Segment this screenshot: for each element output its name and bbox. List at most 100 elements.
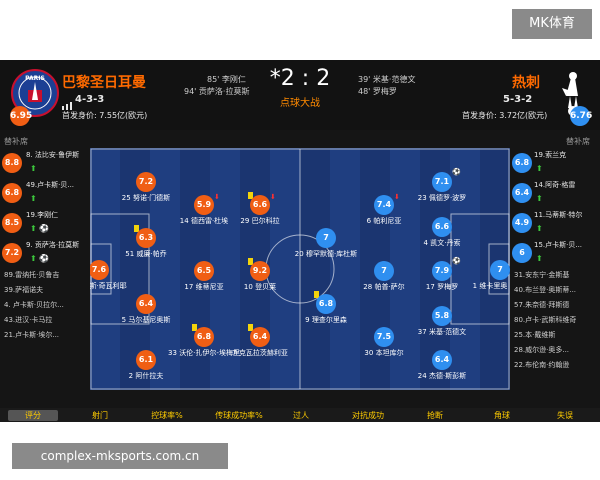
sub-out-arrow-icon: ⬇	[394, 193, 400, 201]
player-rating: 6.6	[250, 195, 270, 215]
bench-player: 28.威尔逊·奥多...	[514, 346, 570, 354]
goal-ball-icon: ⚽	[452, 257, 461, 265]
player-rating: 7.2	[136, 172, 156, 192]
home-sub-row[interactable]: 7.2 9. 贡萨洛·拉莫斯 ⬆ ⚽	[0, 238, 88, 268]
player-number: 17	[425, 283, 435, 291]
player-rating: 6.1	[136, 350, 156, 370]
player-rating: 6.5	[194, 261, 214, 281]
player-rating: 6.3	[136, 228, 156, 248]
sub-name: 19.索兰克	[534, 151, 567, 159]
player-rating: 5.9	[194, 195, 214, 215]
player-name: 阿什拉夫	[135, 372, 164, 380]
player-name: 卡斯·奇瓦利耶	[90, 282, 127, 290]
player-rating: 6.4	[250, 327, 270, 347]
bench-player: 80.卢卡·武斯科维奇	[514, 316, 577, 324]
player-name: 罗梅罗	[437, 283, 459, 291]
player-rating: 6.8	[316, 294, 336, 314]
match-header: PARIS 6.95 巴黎圣日耳曼 4-3-3 首发身价: 7.55亿(欧元) …	[0, 60, 600, 130]
player-number: 29	[240, 217, 250, 225]
tab-tackles[interactable]: 抢断	[427, 411, 443, 420]
sub-rating: 7.2	[2, 243, 22, 263]
sub-rating: 6.8	[512, 153, 532, 173]
sub-in-arrow-icon: ⬆ ⚽	[30, 254, 50, 263]
player-rating: 7.9	[432, 261, 452, 281]
penalty-shootout-label: 点球大战	[280, 98, 320, 109]
away-subs-header: 替补席	[566, 137, 590, 146]
away-formation: 5-3-2	[503, 94, 533, 105]
away-sub-row[interactable]: 6.8 19.索兰克 ⬆	[512, 148, 600, 178]
sub-in-arrow-icon: ⬆	[536, 164, 543, 173]
player-name: 登贝莱	[255, 283, 277, 291]
player-rating: 7	[316, 228, 336, 248]
player-name: 德西雷·杜埃	[190, 217, 229, 225]
player-name: 佩德罗·波罗	[428, 194, 467, 202]
away-goal: 48' 罗梅罗	[358, 87, 397, 96]
formation-icon	[62, 95, 72, 114]
tab-dribbles[interactable]: 过人	[293, 411, 309, 420]
sub-rating: 6	[512, 243, 532, 263]
tab-duels[interactable]: 对抗成功	[352, 411, 384, 420]
bench-player: 25.本·戴维斯	[514, 331, 556, 339]
sub-in-arrow-icon: ⬆	[536, 224, 543, 233]
match-score: *2 : 2	[269, 66, 331, 91]
player-rating: 6.6	[432, 217, 452, 237]
sub-out-arrow-icon: ⬇	[270, 193, 276, 201]
away-sub-row[interactable]: 6 15.卢卡斯·贝... ⬆	[512, 238, 600, 268]
sub-in-arrow-icon: ⬆	[536, 194, 543, 203]
away-sub-row[interactable]: 4.9 11.马蒂斯·特尔 ⬆	[512, 208, 600, 238]
player-number: 7	[232, 349, 237, 357]
player-rating: 7.4	[374, 195, 394, 215]
player-name: 努诺·门德斯	[132, 194, 171, 202]
tab-errors[interactable]: 失误	[557, 411, 573, 420]
bench-player: 89.雷纳托·贝鲁吉	[4, 271, 60, 279]
tab-rating[interactable]: 评分	[8, 410, 58, 421]
player-rating: 6.4	[136, 294, 156, 314]
bench-player: 31.安东宁·金斯基	[514, 271, 570, 279]
player-number: 37	[417, 328, 427, 336]
player-number: 9	[305, 316, 310, 324]
bench-player: 40.布兰登·奥斯蒂...	[514, 286, 577, 294]
bench-player: 21.卢卡斯·埃尔...	[4, 331, 60, 339]
home-team-rating: 6.95	[10, 106, 32, 126]
home-team-name: 巴黎圣日耳曼	[62, 75, 146, 91]
player-name: 杰德·斯彭斯	[428, 372, 467, 380]
home-subs-header: 替补席	[4, 137, 28, 146]
player-number: 6	[366, 217, 372, 225]
player-rating: 7.1	[432, 172, 452, 192]
sub-name: 19.李刚仁	[26, 211, 59, 219]
tab-pass-accuracy[interactable]: 传球成功率%	[215, 411, 263, 420]
player-rating: 5.8	[432, 306, 452, 326]
pitch: 7.6 30 卡斯·奇瓦利耶 7.2 25 努诺·门德斯 6.3 51 威廉·帕…	[90, 148, 510, 390]
tab-corners[interactable]: 角球	[494, 411, 510, 420]
psg-crest-icon: PARIS	[10, 68, 60, 118]
tab-shots[interactable]: 射门	[92, 411, 108, 420]
player-name: 马尔基尼奥斯	[128, 316, 171, 324]
player-name: 本坦库尔	[375, 349, 404, 357]
watermark-top: MK体育	[512, 9, 592, 39]
player-name: 沃伦·扎伊尔-埃梅里	[179, 349, 240, 357]
home-sub-row[interactable]: 6.8 49.卢卡斯·贝... ⬆	[0, 178, 88, 208]
player-number: 24	[417, 372, 427, 380]
player-number: 30	[364, 349, 374, 357]
player-name: 帕普·萨尔	[374, 283, 405, 291]
player-number: 20	[294, 250, 304, 258]
player-number: 2	[128, 372, 134, 380]
player-number: 14	[179, 217, 189, 225]
away-sub-row[interactable]: 6.4 14.阿奇·格雷 ⬆	[512, 178, 600, 208]
away-team-rating: 6.76	[570, 106, 592, 126]
player-number: 25	[121, 194, 131, 202]
player-number: 17	[184, 283, 194, 291]
player-rating: 7	[490, 260, 510, 280]
sub-name: 11.马蒂斯·特尔	[534, 211, 583, 219]
home-sub-row[interactable]: 8.8 8. 法比安·鲁伊斯 ⬆	[0, 148, 88, 178]
home-formation: 4-3-3	[75, 94, 105, 105]
home-sub-row[interactable]: 8.5 19.李刚仁 ⬆ ⚽	[0, 208, 88, 238]
sub-in-arrow-icon: ⬆	[536, 254, 543, 263]
player-rating: 6.8	[194, 327, 214, 347]
tab-possession[interactable]: 控球率%	[151, 411, 183, 420]
sub-rating: 4.9	[512, 213, 532, 233]
bench-player: 4. 卢卡斯·贝拉尔...	[4, 301, 64, 309]
player-name: 维卡里奥	[479, 282, 508, 290]
home-goal: 85' 李刚仁	[207, 75, 246, 84]
home-team-value: 首发身价: 7.55亿(欧元)	[62, 111, 148, 120]
